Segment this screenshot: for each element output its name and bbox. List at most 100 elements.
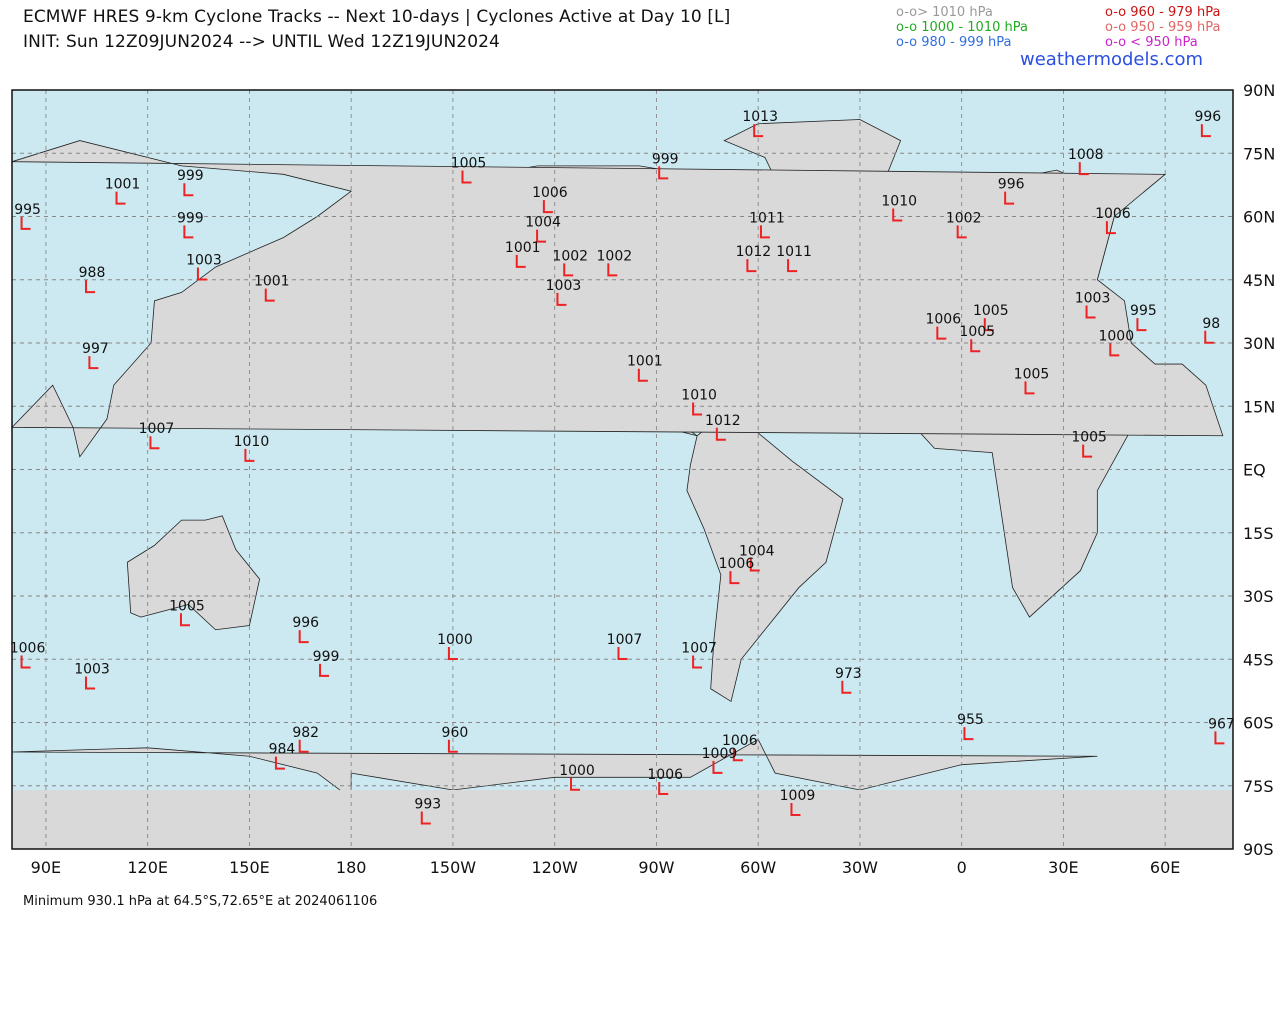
cyclone-marker: 98 xyxy=(1202,316,1220,344)
low-pressure-l-icon xyxy=(1082,444,1093,458)
cyclone-marker: 1006 xyxy=(925,312,961,340)
low-pressure-l-icon xyxy=(264,288,275,302)
cyclone-marker: 1008 xyxy=(1068,147,1104,176)
cyclone-marker: 1006 xyxy=(722,733,758,762)
low-pressure-l-icon xyxy=(607,263,618,277)
low-pressure-l-icon xyxy=(319,663,330,677)
cyclone-marker: 1002 xyxy=(552,248,588,277)
chart-subtitle: INIT: Sun 12Z09JUN2024 --> UNTIL Wed 12Z… xyxy=(23,32,500,52)
cyclone-pressure-label: 1006 xyxy=(647,767,683,783)
cyclone-marker: 1011 xyxy=(776,244,812,273)
axis-ticks: 90N 75N 60N 45N 30N 15N EQ 15S 30S 45S 60S 75S 90S 90… xyxy=(31,81,1276,877)
low-pressure-l-icon xyxy=(787,259,798,273)
cyclone-pressure-label: 999 xyxy=(652,151,679,167)
low-pressure-l-icon xyxy=(85,676,96,690)
cyclone-marker: 984 xyxy=(269,742,295,770)
legend-item-lt950: o-o < 950 hPa xyxy=(1105,35,1198,50)
cyclone-marker: 1004 xyxy=(739,543,775,572)
cyclone-pressure-label: 1003 xyxy=(186,253,222,269)
cyclone-marker: 960 xyxy=(442,725,468,753)
lon-tick-label: 120E xyxy=(127,858,168,877)
cyclone-marker: 1002 xyxy=(946,210,981,239)
cyclone-marker: 1003 xyxy=(74,662,110,690)
cyclone-marker: 982 xyxy=(292,725,319,753)
cyclone-marker: 1006 xyxy=(1095,206,1131,235)
low-pressure-l-icon xyxy=(420,811,431,825)
low-pressure-l-icon xyxy=(715,427,726,441)
cyclone-pressure-label: 1003 xyxy=(74,662,110,678)
cyclone-marker: 1010 xyxy=(881,194,917,222)
cyclone-pressure-label: 1006 xyxy=(1095,206,1131,222)
low-pressure-l-icon xyxy=(149,436,160,450)
cyclone-pressure-label: 997 xyxy=(82,341,109,357)
cyclone-marker: 973 xyxy=(835,666,862,694)
cyclone-pressure-label: 1005 xyxy=(169,598,205,614)
cyclone-marker: 996 xyxy=(998,177,1025,205)
lat-tick-label: 90S xyxy=(1243,840,1274,859)
site-watermark: weathermodels.com xyxy=(1020,49,1204,70)
low-pressure-l-icon xyxy=(556,292,567,306)
cyclone-pressure-label: 996 xyxy=(998,177,1025,193)
cyclone-marker: 967 xyxy=(1208,716,1235,745)
low-pressure-l-icon xyxy=(1024,381,1035,395)
cyclone-pressure-label: 1001 xyxy=(627,354,663,370)
low-pressure-l-icon xyxy=(298,630,309,644)
low-pressure-l-icon xyxy=(746,259,757,273)
lat-tick-label: 30N xyxy=(1243,334,1275,353)
cyclone-pressure-label: 999 xyxy=(177,168,204,184)
cyclone-marker: 1001 xyxy=(254,274,290,302)
cyclone-marker: 997 xyxy=(82,341,109,370)
cyclone-marker: 1005 xyxy=(1071,430,1107,458)
cyclone-pressure-label: 1011 xyxy=(749,210,785,226)
cyclone-marker: 1001 xyxy=(627,354,663,382)
cyclone-pressure-label: 1001 xyxy=(254,274,290,290)
cyclone-pressure-label: 1005 xyxy=(973,303,1009,319)
cyclone-pressure-label: 1005 xyxy=(959,324,995,340)
low-pressure-l-icon xyxy=(515,254,526,268)
low-pressure-l-icon xyxy=(1136,318,1147,332)
lat-tick-label: 75N xyxy=(1243,144,1275,163)
cyclone-pressure-label: 1006 xyxy=(10,640,46,656)
cyclone-pressure-label: 999 xyxy=(313,649,340,665)
min-pressure-note: Minimum 930.1 hPa at 64.5°S,72.65°E at 2… xyxy=(23,894,378,909)
lat-tick-label: 60N xyxy=(1243,208,1275,227)
cyclone-marker: 1011 xyxy=(749,210,785,239)
lat-tick-label: 15N xyxy=(1243,397,1275,416)
cyclone-pressure-label: 1005 xyxy=(451,156,487,172)
low-pressure-l-icon xyxy=(183,183,194,197)
cyclone-pressure-label: 1003 xyxy=(546,278,582,294)
legend-item-1000-1010: o-o 1000 - 1010 hPa xyxy=(896,20,1028,35)
low-pressure-l-icon xyxy=(1109,343,1120,357)
lon-tick-label: 30W xyxy=(842,858,878,877)
low-pressure-l-icon xyxy=(183,225,194,239)
cyclone-pressure-label: 1013 xyxy=(742,109,778,125)
low-pressure-l-icon xyxy=(970,339,981,353)
cyclone-pressure-label: 1002 xyxy=(552,248,588,264)
cyclone-marker: 1006 xyxy=(719,556,754,585)
cyclone-pressure-label: 1003 xyxy=(1075,290,1111,306)
low-pressure-l-icon xyxy=(936,326,947,340)
antarctica xyxy=(12,789,1233,849)
cyclone-marker: 995 xyxy=(1130,303,1157,332)
cyclone-pressure-label: 1011 xyxy=(776,244,812,260)
lat-tick-label: 30S xyxy=(1243,587,1274,606)
lat-tick-label: EQ xyxy=(1243,461,1266,480)
low-pressure-l-icon xyxy=(1078,162,1089,176)
low-pressure-l-icon xyxy=(447,647,458,661)
landmass xyxy=(11,140,1224,458)
lon-tick-label: 180 xyxy=(336,858,367,877)
cyclone-pressure-label: 1000 xyxy=(559,763,595,779)
lon-tick-label: 120W xyxy=(531,858,578,877)
landmass xyxy=(126,515,261,631)
low-pressure-l-icon xyxy=(536,229,547,243)
cyclone-marker: 1005 xyxy=(973,303,1009,332)
cyclone-marker: 1001 xyxy=(105,177,140,205)
cyclone-marker: 1005 xyxy=(169,598,205,627)
cyclone-marker: 1005 xyxy=(959,324,995,353)
cyclone-marker: 1000 xyxy=(437,632,473,661)
cyclone-pressure-label: 955 xyxy=(957,712,984,728)
low-pressure-l-icon xyxy=(956,225,967,239)
cyclone-marker: 1009 xyxy=(780,788,815,817)
low-pressure-l-icon xyxy=(20,655,31,669)
